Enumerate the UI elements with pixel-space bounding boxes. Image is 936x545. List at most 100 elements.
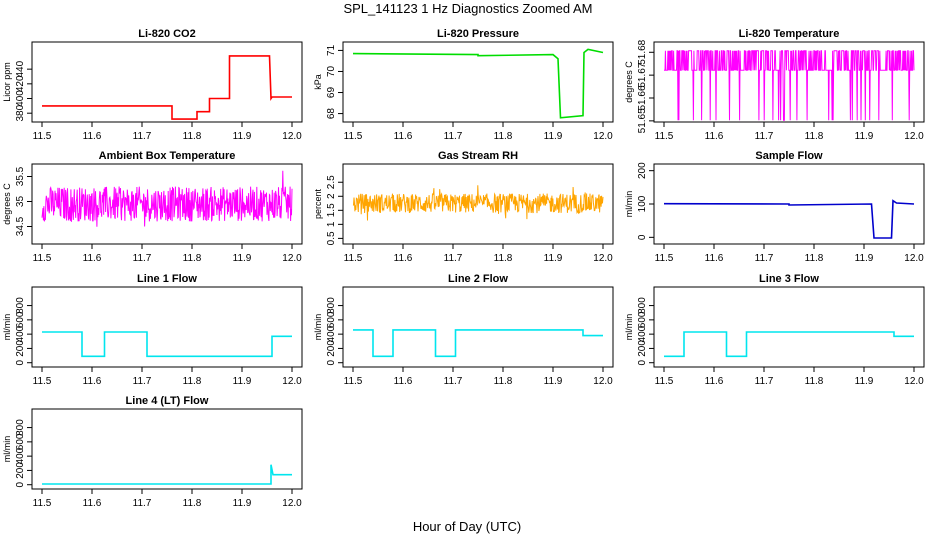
x-tick-label: 11.9 [855,376,874,387]
x-tick-label: 11.6 [394,131,413,142]
series-line [42,331,292,358]
panel-title: Line 3 Flow [759,273,819,285]
series-line3-flow [664,331,914,358]
panel-line2-flow: Line 2 Flow 11.5 11.6 11.7 11.8 11.9 12.0 0 2004… [313,273,614,387]
y-tick-label: 420 [15,75,26,92]
x-tick-label: 11.8 [494,253,513,264]
x-tick-label: 11.5 [344,376,363,387]
plot-frame [342,163,614,245]
series-licor-temp [664,50,915,121]
y-tick-label: 400 [326,325,337,342]
panel-line1-flow: Line 1 Flow 11.5 11.6 11.7 11.8 11.9 12.0 0 2004… [2,273,303,387]
y-axis-label: ml/min [624,314,634,341]
x-tick-label: 11.5 [33,131,52,142]
series-line [353,329,603,358]
y-tick-label: 800 [326,297,337,314]
x-tick-label: 11.5 [655,253,674,264]
x-tick-label: 11.9 [233,498,252,509]
y-axis-label: degrees C [2,183,12,225]
x-tick-label: 11.9 [544,131,563,142]
y-axis-label: ml/min [313,314,323,341]
y-tick-label: 51.67 [637,62,648,87]
panel-line3-flow: Line 3 Flow 11.5 11.6 11.7 11.8 11.9 12.0 0 2004… [624,273,925,387]
y-tick-label: 1.5 [326,203,337,217]
plot-frame [653,286,925,368]
y-tick-label: 35 [15,196,26,208]
panel-line4-flow: Line 4 (LT) Flow 11.5 11.6 11.7 11.8 11.9 12.0… [2,395,303,509]
y-tick-label: 200 [15,340,26,357]
panel-licor-temp: Li-820 Temperature 11.5 11.6 11.7 11.8 11.9 12… [624,28,925,142]
series-line [352,185,604,221]
x-tick-label: 11.9 [233,253,252,264]
x-tick-label: 11.9 [544,253,563,264]
y-axis-label: degrees C [624,61,634,103]
panel-title: Li-820 CO2 [138,28,195,40]
y-tick-label: 600 [637,311,648,328]
series-rh [352,185,604,221]
series-line [664,50,915,121]
x-tick-label: 11.7 [444,131,463,142]
x-tick-label: 12.0 [904,376,924,387]
x-tick-label: 11.9 [855,131,874,142]
y-tick-label: 100 [637,195,648,212]
x-tick-label: 11.5 [344,253,363,264]
x-tick-label: 12.0 [593,253,613,264]
y-tick-label: 70 [326,65,337,77]
x-tick-label: 12.0 [282,376,302,387]
series-pressure [352,48,604,119]
y-axis-label: ml/min [2,314,12,341]
series-line [663,199,915,239]
panel-title: Line 2 Flow [448,273,508,285]
y-tick-label: 380 [15,104,26,121]
y-tick-label: 0.5 [326,231,337,245]
series-line [41,170,293,227]
plot-frame [342,41,614,123]
x-tick-label: 11.6 [83,253,102,264]
x-tick-label: 11.6 [705,131,724,142]
panel-sample-flow: Sample Flow 11.5 11.6 11.7 11.8 11.9 12.0 0 100 2… [624,150,925,264]
x-tick-label: 11.7 [133,253,152,264]
x-tick-label: 11.6 [394,376,413,387]
y-tick-label: 51.65 [637,108,648,133]
series-line [352,48,604,119]
x-tick-label: 12.0 [282,131,302,142]
series-line [42,464,292,485]
x-tick-label: 11.7 [444,253,463,264]
y-tick-label: 800 [15,297,26,314]
x-tick-label: 11.8 [494,131,513,142]
x-tick-label: 11.8 [805,253,824,264]
plot-frame [653,41,925,123]
panel-title: Sample Flow [755,150,823,162]
plot-frame [31,163,303,245]
x-tick-label: 11.5 [33,376,52,387]
y-tick-label: 800 [15,419,26,436]
x-tick-label: 11.9 [233,131,252,142]
y-axis-label: ml/min [624,191,634,218]
x-tick-label: 11.8 [805,376,824,387]
x-tick-label: 11.6 [705,376,724,387]
panel-co2: Li-820 CO2 11.5 11.6 11.7 11.8 11.9 12.0 380400… [2,28,303,142]
y-axis-label: Licor ppm [2,62,12,102]
panel-title: Li-820 Temperature [739,28,840,40]
y-tick-label: 71 [326,44,337,56]
panel-title: Ambient Box Temperature [99,150,236,162]
y-tick-label: 600 [326,311,337,328]
y-tick-label: 600 [15,311,26,328]
y-tick-label: 400 [15,447,26,464]
y-tick-label: 51.66 [637,85,648,110]
series-line2-flow [353,329,603,358]
y-tick-label: 440 [15,60,26,77]
x-tick-label: 11.8 [183,498,202,509]
x-tick-label: 12.0 [282,253,302,264]
y-tick-label: 0 [15,481,26,487]
x-tick-label: 11.9 [855,253,874,264]
x-tick-label: 11.7 [755,376,774,387]
x-tick-label: 11.5 [33,498,52,509]
x-tick-label: 11.8 [494,376,513,387]
y-tick-label: 68 [326,108,337,120]
x-tick-label: 12.0 [282,498,302,509]
y-tick-label: 400 [15,325,26,342]
x-tick-label: 11.8 [183,376,202,387]
x-tick-label: 11.7 [755,253,774,264]
